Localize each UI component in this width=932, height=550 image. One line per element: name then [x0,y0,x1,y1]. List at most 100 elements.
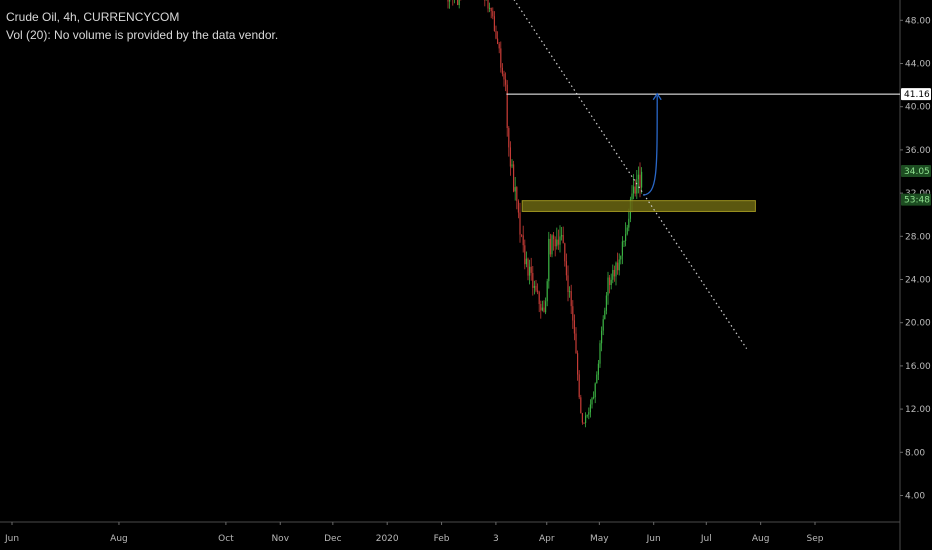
price-tick-label: 48.00 [905,16,931,26]
symbol-title[interactable]: Crude Oil, 4h, CURRENCYCOM [6,10,180,24]
time-tick-label: Jun [4,534,19,544]
candle-body [565,261,567,276]
candle-body [489,7,491,9]
candle-body [564,243,566,262]
price-tag[interactable]: 41.16 [901,88,931,101]
candle-body [513,164,515,192]
candle-body [567,275,569,292]
candle-body [553,235,555,240]
candle-body [458,0,460,6]
candle-body [449,0,451,2]
price-tag-background [901,164,931,177]
candle-body [524,245,526,265]
candle-body [578,374,580,398]
candle-body [554,239,556,247]
candle-body [583,422,585,424]
support-zone[interactable] [521,200,756,212]
time-tick-label: Sep [807,534,824,544]
candle-body [634,186,636,194]
descending-trendline[interactable] [377,0,748,349]
candle-body [596,374,598,384]
candle-body [514,187,516,192]
price-tick-label: 8.00 [905,448,925,458]
candle-body [508,128,510,148]
candle-body [591,398,593,405]
candle-body [610,279,612,285]
candle-body [492,11,494,17]
candle-body [493,16,495,31]
candle-body [529,266,531,276]
price-tag[interactable]: 34.05 [901,164,931,177]
candle-body [612,270,614,280]
time-tick-label: Jul [700,534,712,544]
time-tick-label: 3 [493,534,499,544]
time-tick-label: Aug [110,534,128,544]
projection-arrow[interactable] [643,95,658,196]
time-tick-label: Jun [646,534,661,544]
candle-body [540,304,542,311]
chart-legend: Crude Oil, 4h, CURRENCYCOM Vol (20): No … [6,8,278,44]
candle-body [517,201,519,213]
price-tag[interactable]: 53:48 [901,193,931,206]
candle-body [546,281,548,302]
candle-body [500,48,502,68]
candle-body [532,273,534,288]
candle-body [497,38,499,44]
candle-body [615,262,617,277]
candle-body [604,310,606,320]
candle-body [501,67,503,74]
candle-body [577,353,579,375]
candle-body [537,290,539,293]
candle-body [516,187,518,202]
candle-body [511,164,513,167]
candle-body [505,79,507,85]
price-tick-label: 12.00 [905,405,931,415]
candle-body [495,31,497,39]
candle-body [625,234,627,241]
candle-body [545,301,547,313]
candle-body [543,307,545,313]
candle-body [639,174,641,188]
candle-body [509,147,511,167]
candle-body [498,43,500,49]
candle-body [573,320,575,334]
candle-body [556,239,558,247]
candle-body [559,236,561,245]
candle-body [527,258,529,276]
time-tick-label: Apr [539,534,555,544]
candle-body [519,212,521,235]
candle-body [620,255,622,260]
candle-body [623,241,625,242]
candle-body [535,285,537,291]
candle-body [641,171,643,188]
candle-body [533,285,535,288]
candle-body [617,262,619,271]
candle-body [588,412,590,415]
candle-body [572,306,574,321]
candlestick-series[interactable] [3,0,643,428]
candle-body [506,84,508,128]
candle-body [548,238,550,282]
candle-body [457,0,459,5]
price-tick-label: 40.00 [905,103,931,113]
time-axis[interactable]: Jun Aug Oct Nov Dec 2020 Feb 3 Apr May Jun Jul Aug Se… [4,522,824,544]
price-tick-label: 20.00 [905,319,931,329]
time-tick-label: Dec [324,534,341,544]
candle-body [541,307,543,311]
candle-body [490,7,492,12]
price-tag-label: 53:48 [904,196,930,206]
candle-body [594,383,596,398]
candle-body [621,241,623,256]
candle-body [631,193,633,200]
price-tag-background [901,88,931,101]
price-tag-background [901,193,931,206]
candle-body [447,0,449,2]
time-tick-label: Nov [271,534,289,544]
candle-body [522,235,524,246]
volume-indicator-label[interactable]: Vol (20): No volume is provided by the d… [6,28,279,42]
price-tick-label: 28.00 [905,232,931,242]
candle-body [575,333,577,354]
candle-body [593,397,595,399]
